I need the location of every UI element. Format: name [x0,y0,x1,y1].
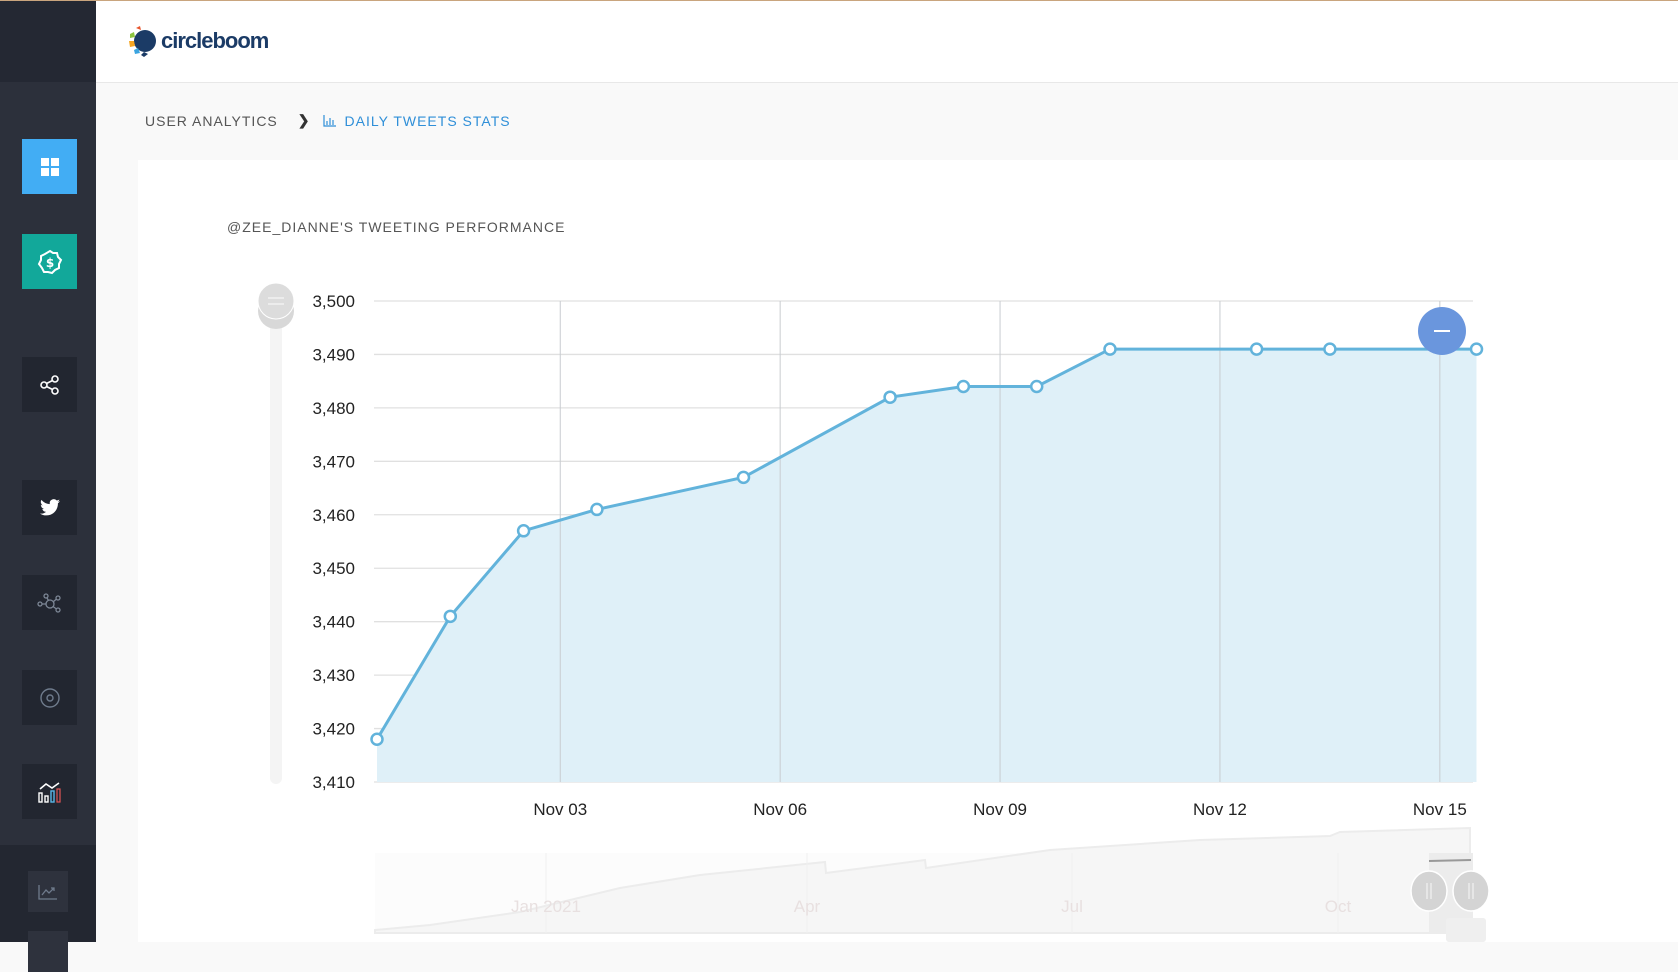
sidebar-item-dashboard[interactable] [22,139,77,194]
chevron-right-icon: ❯ [297,112,311,128]
sidebar-item-network[interactable] [22,575,77,630]
network-icon [36,592,61,613]
data-point[interactable] [1323,342,1337,356]
top-header: circleboom [96,0,1678,83]
navigator-tick-label: Oct [1325,897,1352,916]
y-tick-label: 3,440 [312,613,355,632]
y-tick-label: 3,410 [312,773,355,792]
series-line [375,347,1477,741]
tweets-area-chart: 3,410 3,420 3,430 3,440 3,450 3,460 3,470 3,480… [257,282,1490,942]
series-area [377,349,1477,782]
top-border [0,0,1678,1]
target-circle-icon [39,687,60,708]
dollar-badge-icon: $ [37,249,62,274]
y-tick-label: 3,470 [312,452,355,471]
data-point[interactable] [736,470,751,485]
navigator-tick-label: Apr [794,897,821,916]
navigator-handle[interactable] [1452,870,1490,912]
y-tick-label: 3,430 [312,666,355,685]
breadcrumb: USER ANALYTICS ❯ DAILY TWEETS STATS [145,112,511,129]
data-point[interactable] [1029,379,1044,394]
twitter-icon [39,499,60,516]
bar-chart-icon [322,114,336,127]
circleboom-logo-icon [129,26,156,57]
y-tick-label: 3,480 [312,399,355,418]
sidebar-brand-area [0,0,96,82]
sidebar-item-analytics[interactable] [22,764,77,819]
y-tick-label: 3,500 [312,292,355,311]
y-tick-label: 3,490 [312,345,355,364]
trend-chart-icon [38,884,57,900]
y-range-slider-handle[interactable] [257,282,295,320]
y-tick-label: 3,460 [312,506,355,525]
minus-icon [1434,330,1450,332]
handle-grip-icon [1426,883,1432,899]
data-point[interactable] [370,732,384,746]
breadcrumb-user-analytics[interactable]: USER ANALYTICS [145,112,278,129]
y-tick-label: 3,420 [312,720,355,739]
analytics-chart-icon [37,781,61,803]
sidebar: $ [0,0,96,972]
logo-text: circleboom [161,28,269,53]
navigator-tick-label: Jan 2021 [511,897,581,916]
sidebar-item-pricing[interactable]: $ [22,234,77,289]
breadcrumb-current-label: DAILY TWEETS STATS [344,112,511,129]
data-point[interactable] [883,390,897,404]
data-point[interactable] [956,379,971,394]
navigator-tick-label: Jul [1061,897,1083,916]
navigator-handle[interactable] [1410,870,1448,912]
sidebar-item-target[interactable] [22,670,77,725]
x-tick-label: Nov 15 [1413,800,1467,819]
data-point[interactable] [1249,342,1264,356]
data-point[interactable] [443,609,458,624]
dashboard-grid-icon [40,157,59,176]
x-tick-label: Nov 03 [533,800,587,819]
data-point[interactable] [1469,342,1484,356]
share-icon [39,374,59,395]
zoom-out-button[interactable] [1418,307,1466,355]
navigator-scrollbar[interactable] [1446,918,1486,942]
y-range-slider-track[interactable] [270,300,282,784]
chart-title: @ZEE_DIANNE'S TWEETING PERFORMANCE [227,219,566,235]
sidebar-item-twitter[interactable] [22,480,77,535]
sidebar-item-share[interactable] [22,357,77,412]
breadcrumb-current: DAILY TWEETS STATS [322,112,511,129]
data-point[interactable] [516,524,531,538]
data-point[interactable] [1103,342,1117,356]
y-tick-label: 3,450 [312,559,355,578]
circleboom-logo[interactable]: circleboom [127,24,269,58]
data-point[interactable] [590,502,604,517]
handle-grip-icon [268,297,284,305]
sidebar-item-trend[interactable] [28,871,68,912]
x-tick-label: Nov 09 [973,800,1027,819]
x-tick-label: Nov 12 [1193,800,1247,819]
svg-text:$: $ [45,256,53,270]
x-tick-label: Nov 06 [753,800,807,819]
navigator-series-selected [1428,859,1472,862]
handle-grip-icon [1468,883,1474,899]
